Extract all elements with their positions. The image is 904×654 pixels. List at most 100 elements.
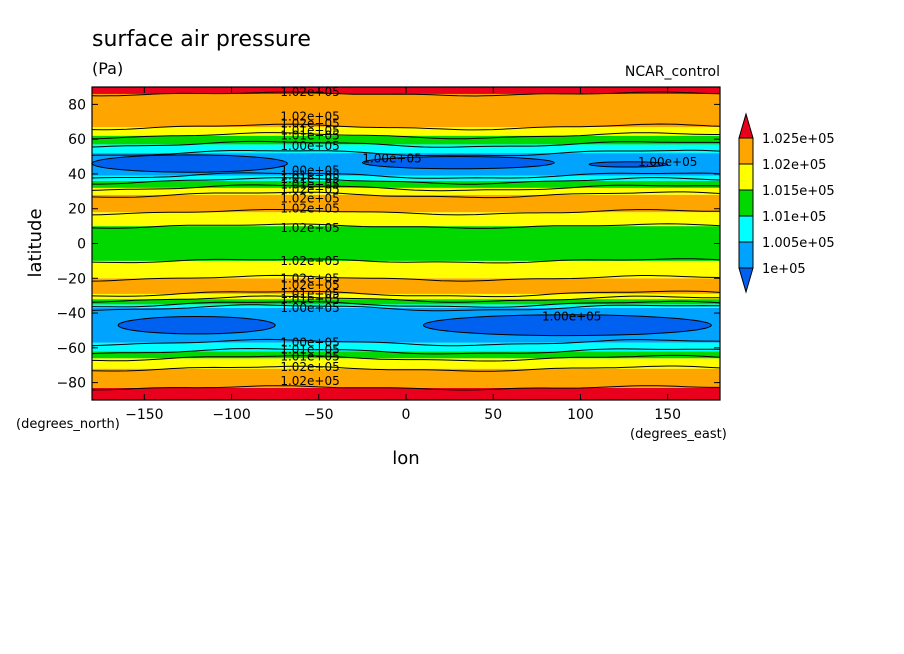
contour-label-2: 1.02e+05 <box>280 117 339 131</box>
contour-line-0 <box>92 385 720 391</box>
contour-label-15: 1.02e+05 <box>280 221 339 235</box>
contour-label-16: 1.02e+05 <box>280 254 339 268</box>
plot-area <box>92 87 720 400</box>
contour-label-text: 1.01e+05 <box>280 292 339 306</box>
contour-label-20: 1.01e+05 <box>280 292 339 306</box>
colorbar-level-label-2: 1.015e+05 <box>762 184 835 199</box>
contour-label-3: 1.01e+05 <box>280 123 339 137</box>
contour-label-5: 1.00e+05 <box>280 139 339 153</box>
contour-label-text: 1.02e+05 <box>280 85 339 99</box>
contour-label-text: 1.02e+05 <box>280 183 339 197</box>
band-9 <box>92 278 720 294</box>
contour-label-text: 1.01e+05 <box>280 350 339 364</box>
contour-label-text: 1.02e+05 <box>280 278 339 292</box>
contour-label-text: 1.00e+05 <box>542 310 601 324</box>
contour-label-9: 1.01e+05 <box>280 169 339 183</box>
colorbar-level-label-5: 1e+05 <box>762 262 806 277</box>
colorbar-bottom-arrow <box>738 267 754 294</box>
y-tick-label-3: −20 <box>56 271 86 287</box>
contour-label-text: 1.01e+05 <box>280 172 339 186</box>
contour-label-text: 1.00e+05 <box>362 151 421 165</box>
contour-line-1 <box>92 365 720 372</box>
contour-line-10 <box>92 258 720 264</box>
contour-line-12 <box>92 209 720 216</box>
band-12 <box>92 212 720 227</box>
contour-label-26: 1.02e+05 <box>280 360 339 374</box>
band-7 <box>92 299 720 305</box>
x-tick-label-1: −100 <box>212 407 250 423</box>
contour-label-text: 1.01e+05 <box>280 343 339 357</box>
low-pressure-cell-1 <box>361 156 555 170</box>
contour-label-27: 1.02e+05 <box>280 374 339 388</box>
band-20 <box>92 126 720 136</box>
contour-label-text: 1.02e+05 <box>280 360 339 374</box>
contour-label-text: 1.02e+05 <box>280 221 339 235</box>
band-21 <box>92 93 720 127</box>
contour-label-0: 1.02e+05 <box>280 85 339 99</box>
contour-label-text: 1.02e+05 <box>280 110 339 124</box>
run-label: NCAR_control <box>625 64 720 80</box>
contour-line-3 <box>92 347 720 355</box>
contour-label-18: 1.02e+05 <box>280 278 339 292</box>
contour-line-13 <box>92 191 720 199</box>
contour-label-text: 1.02e+05 <box>280 117 339 131</box>
x-units-label: (degrees_east) <box>630 427 727 442</box>
contour-line-19 <box>92 132 720 140</box>
contour-label-text: 1.01e+05 <box>280 129 339 143</box>
contour-line-14 <box>92 184 720 192</box>
band-15 <box>92 180 720 188</box>
contour-label-text: 1.01e+05 <box>280 123 339 137</box>
contour-line-6 <box>92 300 720 308</box>
contour-label-text: 1.02e+05 <box>280 271 339 285</box>
units-label: (Pa) <box>92 59 123 78</box>
x-tick-label-6: 150 <box>654 407 681 423</box>
band-3 <box>92 351 720 359</box>
x-tick-label-2: −50 <box>304 407 334 423</box>
contour-label-17: 1.02e+05 <box>280 271 339 285</box>
y-tick-label-6: 40 <box>68 167 86 183</box>
contour-label-text: 1.01e+05 <box>280 177 339 191</box>
contour-label-text: 1.01e+05 <box>280 169 339 183</box>
y-tick-label-1: −60 <box>56 341 86 357</box>
colorbar-segment-1 <box>738 137 754 165</box>
contour-line-2 <box>92 354 720 362</box>
contour-label-24: 1.01e+05 <box>280 343 339 357</box>
x-tick-label-3: 0 <box>402 407 411 423</box>
low-pressure-cell-4 <box>422 314 712 337</box>
x-tick-label-0: −150 <box>125 407 163 423</box>
colorbar-segment-2 <box>738 163 754 191</box>
contour-label-10: 1.01e+05 <box>280 172 339 186</box>
contour-label-text: 1.02e+05 <box>280 254 339 268</box>
contour-label-text: 1.00e+05 <box>280 301 339 315</box>
band-18 <box>92 144 720 154</box>
band-19 <box>92 135 720 145</box>
contour-line-11 <box>92 223 720 229</box>
y-tick-label-7: 60 <box>68 132 86 148</box>
y-tick-label-4: 0 <box>77 237 86 253</box>
band-4 <box>92 342 720 352</box>
band-13 <box>92 194 720 213</box>
contour-label-text: 1.02e+05 <box>280 202 339 216</box>
contour-line-7 <box>92 295 720 303</box>
low-pressure-cell-0 <box>92 154 288 173</box>
contour-label-19: 1.01e+05 <box>280 287 339 301</box>
band-10 <box>92 260 720 279</box>
y-axis-label: latitude <box>25 208 46 277</box>
contour-label-25: 1.01e+05 <box>280 350 339 364</box>
band-11 <box>92 226 720 261</box>
contour-label-text: 1.01e+05 <box>280 287 339 301</box>
contour-label-4: 1.01e+05 <box>280 129 339 143</box>
contour-line-9 <box>92 274 720 282</box>
colorbar-top-arrow <box>738 112 754 139</box>
contour-label-1: 1.02e+05 <box>280 110 339 124</box>
contour-line-15 <box>92 177 720 185</box>
contour-line-17 <box>92 149 720 157</box>
y-units-label: (degrees_north) <box>16 417 120 432</box>
y-tick-label-2: −40 <box>56 306 86 322</box>
contour-line-4 <box>92 338 720 347</box>
contour-label-13: 1.02e+05 <box>280 191 339 205</box>
colorbar-legend: 1.025e+05 1.02e+05 1.015e+05 1.01e+05 1.005e… <box>738 112 835 294</box>
contour-label-6: 1.00e+05 <box>362 151 421 165</box>
contour-label-23: 1.00e+05 <box>280 336 339 350</box>
